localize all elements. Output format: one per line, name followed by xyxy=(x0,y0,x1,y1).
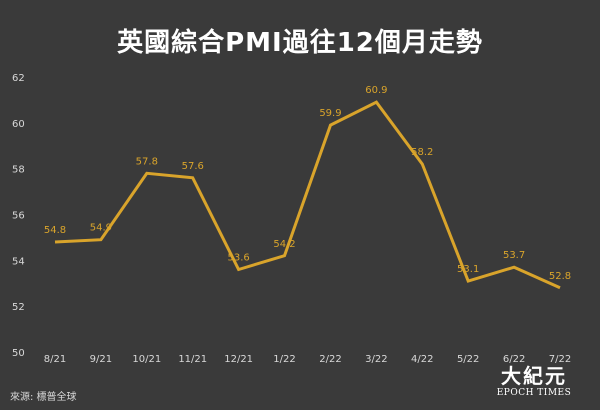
x-tick-label: 4/22 xyxy=(411,354,433,365)
epoch-times-logo: 大紀元 EPOCH TIMES xyxy=(494,365,574,399)
x-tick-label: 9/21 xyxy=(90,354,112,365)
data-label: 57.8 xyxy=(136,156,158,167)
data-label: 57.6 xyxy=(182,161,204,172)
x-tick-label: 6/22 xyxy=(503,354,525,365)
chart-title: 英國綜合PMI過往12個月走勢 xyxy=(117,28,483,58)
logo-en-text: EPOCH TIMES xyxy=(496,388,572,398)
x-tick-label: 8/21 xyxy=(44,354,66,365)
data-label: 53.6 xyxy=(228,253,250,264)
x-tick-label: 7/22 xyxy=(549,354,571,365)
logo-cjk-text: 大紀元 xyxy=(501,364,567,388)
y-axis-ticks: 50 52 54 56 58 60 62 xyxy=(12,73,25,359)
data-labels: 54.8 54.9 57.8 57.6 53.6 54.2 59.9 60.9 58.2 53.1… xyxy=(44,85,571,282)
y-tick-label: 60 xyxy=(12,119,25,130)
y-tick-label: 58 xyxy=(12,165,25,176)
data-label: 59.9 xyxy=(319,108,341,119)
source-note: 來源: 標普全球 xyxy=(10,392,77,403)
y-tick-label: 62 xyxy=(12,73,25,84)
data-label: 54.8 xyxy=(44,225,66,236)
data-label: 53.1 xyxy=(457,264,479,275)
y-tick-label: 50 xyxy=(12,348,25,359)
data-label: 52.8 xyxy=(549,271,571,282)
x-tick-label: 11/21 xyxy=(178,354,207,365)
y-tick-label: 52 xyxy=(12,302,25,313)
x-tick-label: 12/21 xyxy=(224,354,253,365)
y-tick-label: 54 xyxy=(12,256,25,267)
data-label: 54.2 xyxy=(273,239,295,250)
x-axis-ticks: 8/21 9/21 10/21 11/21 12/21 1/22 2/22 3/22 4/22 5… xyxy=(44,354,571,365)
data-label: 60.9 xyxy=(365,85,387,96)
x-tick-label: 10/21 xyxy=(132,354,161,365)
x-tick-label: 2/22 xyxy=(319,354,341,365)
x-tick-label: 3/22 xyxy=(365,354,387,365)
pmi-series-line xyxy=(54,100,561,290)
data-label: 58.2 xyxy=(411,147,433,158)
data-label: 53.7 xyxy=(503,250,525,261)
data-label: 54.9 xyxy=(90,223,112,234)
x-tick-label: 5/22 xyxy=(457,354,479,365)
x-tick-label: 1/22 xyxy=(273,354,295,365)
y-tick-label: 56 xyxy=(12,211,25,222)
